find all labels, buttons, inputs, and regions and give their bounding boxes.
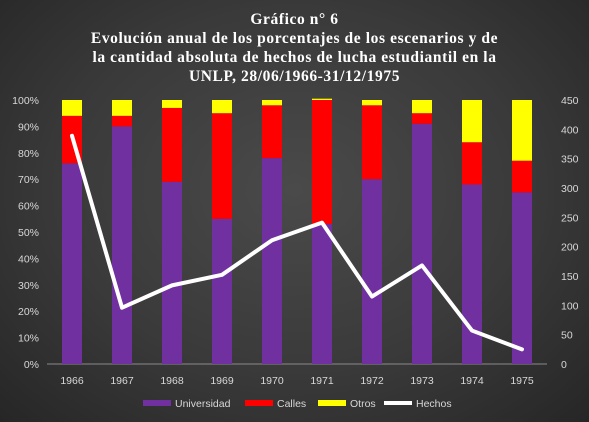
- left-axis-tick-label: 80%: [18, 148, 39, 160]
- line-series-hechos: [70, 133, 524, 352]
- bar-segment-calles: [112, 115, 132, 127]
- right-axis-tick-label: 200: [561, 242, 579, 254]
- legend-label-hechos: Hechos: [416, 398, 452, 410]
- left-axis-tick-label: 30%: [18, 280, 39, 292]
- chart-title-line-4: UNLP, 28/06/1966-31/12/1975: [188, 68, 401, 85]
- left-axis-tick-label: 20%: [18, 306, 39, 318]
- legend-label-calles: Calles: [277, 398, 306, 410]
- bar-segment-calles: [512, 160, 532, 193]
- legend-swatch-otros: [318, 400, 346, 406]
- bar-segment-universidad: [412, 123, 432, 364]
- chart-title-line-1: Gráfico n° 6: [250, 11, 339, 28]
- bar-segment-otros: [462, 100, 482, 143]
- bar-segment-universidad: [462, 184, 482, 364]
- right-axis-tick-label: 150: [561, 271, 579, 283]
- chart-title-line-2: Evolución anual de los porcentajes de lo…: [90, 30, 499, 47]
- right-axis-tick-label: 450: [561, 95, 579, 107]
- bar-segment-otros: [62, 100, 82, 116]
- bar-segment-universidad: [212, 218, 232, 364]
- right-axis-tick-label: 250: [561, 212, 579, 224]
- bar-segment-otros: [262, 100, 282, 106]
- bar-segment-otros: [312, 98, 332, 100]
- chart-title: Gráfico n° 6 Evolución anual de los porc…: [0, 10, 589, 86]
- x-axis-tick-label: 1966: [60, 375, 84, 387]
- bar-segment-calles: [312, 100, 332, 225]
- x-axis-tick-label: 1967: [110, 375, 134, 387]
- bar-segment-otros: [162, 100, 182, 108]
- bar-segment-universidad: [112, 126, 132, 365]
- x-axis-tick-label: 1968: [160, 375, 184, 387]
- x-axis-tick-label: 1975: [510, 375, 534, 387]
- x-axis-tick-label: 1974: [460, 375, 484, 387]
- bar-segment-universidad: [162, 181, 182, 364]
- bar-segment-otros: [212, 100, 232, 114]
- x-axis-tick-label: 1972: [360, 375, 384, 387]
- x-axis-tick-label: 1970: [260, 375, 284, 387]
- left-axis-tick-label: 90%: [18, 121, 39, 133]
- bar-segment-universidad: [62, 163, 82, 364]
- bar-segment-calles: [462, 142, 482, 185]
- bar-segment-calles: [362, 105, 382, 180]
- x-axis-tick-label: 1969: [210, 375, 234, 387]
- left-axis-tick-label: 60%: [18, 201, 39, 213]
- bar-segment-calles: [412, 113, 432, 124]
- legend-swatch-universidad: [143, 400, 171, 406]
- bar-segment-otros: [512, 100, 532, 161]
- bar-segment-universidad: [262, 158, 282, 364]
- right-axis-tick-label: 400: [561, 124, 579, 136]
- legend-swatch-calles: [245, 400, 273, 406]
- legend-label-universidad: Universidad: [175, 398, 231, 410]
- left-axis-tick-label: 50%: [18, 227, 39, 239]
- bar-segment-calles: [262, 105, 282, 159]
- right-axis-tick-label: 300: [561, 183, 579, 195]
- left-axis-tick-label: 70%: [18, 174, 39, 186]
- chart-title-line-3: la cantidad absoluta de hechos de lucha …: [92, 49, 497, 66]
- x-axis-tick-label: 1971: [310, 375, 334, 387]
- right-axis-tick-label: 50: [561, 330, 573, 342]
- bar-segment-universidad: [512, 192, 532, 364]
- bar-segment-otros: [412, 100, 432, 114]
- left-axis-tick-label: 100%: [12, 95, 39, 107]
- bar-segment-universidad: [362, 179, 382, 364]
- right-axis-tick-label: 350: [561, 154, 579, 166]
- left-axis-tick-label: 0%: [24, 359, 39, 371]
- bar-segment-universidad: [312, 224, 332, 364]
- right-axis-tick-label: 0: [561, 359, 567, 371]
- x-axis-tick-label: 1973: [410, 375, 434, 387]
- legend-label-otros: Otros: [350, 398, 376, 410]
- bar-segment-calles: [162, 107, 182, 182]
- left-axis-tick-label: 10%: [18, 333, 39, 345]
- bar-segment-otros: [362, 100, 382, 106]
- bar-segment-calles: [212, 113, 232, 219]
- right-axis-tick-label: 100: [561, 300, 579, 312]
- bar-segment-otros: [112, 100, 132, 116]
- left-axis-tick-label: 40%: [18, 253, 39, 265]
